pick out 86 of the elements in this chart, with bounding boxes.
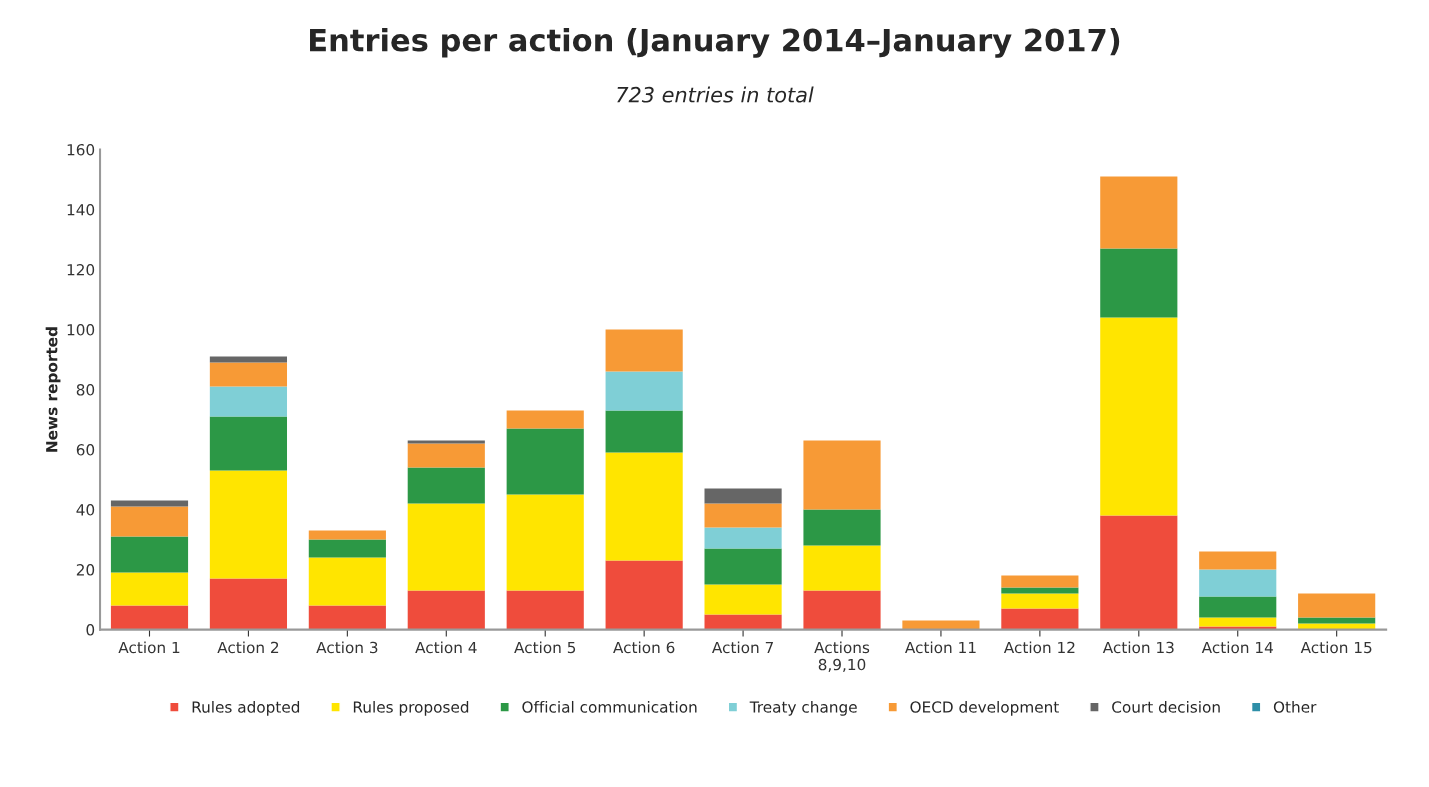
bar	[1199, 617, 1277, 627]
chart-title: Entries per action (January 2014–January 2017)	[310, 27, 1120, 58]
legend-label: Rules adopted	[192, 700, 300, 716]
bar	[1100, 317, 1178, 516]
bar	[803, 590, 881, 630]
bar	[110, 536, 189, 573]
y-tick-label: 160	[67, 144, 95, 156]
x-tick-label: Action 4	[415, 641, 477, 654]
bar	[506, 410, 584, 429]
legend-label: OECD development	[910, 700, 1059, 716]
x-tick-label: Action 3	[316, 641, 378, 654]
bar	[209, 386, 288, 417]
bar	[1001, 575, 1079, 588]
bar	[407, 467, 485, 504]
bar	[803, 545, 881, 591]
bar	[1298, 593, 1376, 618]
bar	[110, 605, 189, 630]
y-tick-label: 140	[67, 204, 95, 216]
bar	[1001, 587, 1079, 594]
bar	[605, 410, 683, 453]
legend-label: Court decision	[1112, 700, 1220, 713]
bar	[407, 440, 485, 444]
x-tick-label: Action 15	[1300, 641, 1372, 654]
x-tick-label: Action 5	[514, 641, 576, 654]
bar	[1001, 593, 1079, 609]
bar	[1199, 569, 1277, 597]
bar	[704, 548, 782, 585]
x-tick-label: Action 2	[217, 641, 279, 654]
bar	[209, 362, 288, 387]
bar	[1199, 551, 1277, 570]
bar	[110, 572, 189, 606]
bar	[209, 356, 288, 363]
bar	[704, 503, 782, 528]
bar	[704, 614, 782, 630]
bar	[506, 428, 584, 495]
x-tick-label: Action 12	[1003, 641, 1075, 654]
x-tick-label: Action 7	[711, 641, 773, 654]
y-tick-label: 60	[76, 444, 95, 456]
bar	[1100, 176, 1178, 249]
y-tick-label: 80	[76, 384, 95, 396]
bar	[1001, 608, 1079, 630]
bar	[308, 530, 386, 540]
bar	[704, 527, 782, 549]
bar	[704, 488, 782, 504]
y-axis-title: News reported	[45, 327, 61, 452]
bar	[308, 557, 386, 606]
chart-subtitle: 723 entries in total	[617, 86, 814, 103]
bar	[1298, 617, 1376, 624]
bar	[1100, 248, 1178, 318]
y-tick-label: 120	[67, 264, 95, 276]
bar	[110, 506, 189, 537]
y-tick-label: 40	[76, 504, 95, 516]
bar	[506, 494, 584, 591]
bar	[803, 440, 881, 510]
x-tick-label: Actions 8,9,10	[814, 641, 870, 672]
legend-label: Treaty change	[749, 700, 857, 716]
bar	[407, 503, 485, 591]
bar	[605, 371, 683, 411]
y-tick-label: 100	[67, 324, 95, 336]
bar	[1100, 515, 1178, 630]
bar	[704, 584, 782, 615]
bar	[407, 443, 485, 468]
bar	[209, 470, 288, 579]
x-tick-label: Action 1	[118, 641, 180, 654]
y-tick-label: 20	[76, 564, 95, 576]
bar	[902, 620, 980, 630]
bar	[308, 539, 386, 558]
bar	[506, 590, 584, 630]
y-tick-label: 0	[86, 624, 95, 636]
bar	[803, 509, 881, 546]
x-tick-label: Action 14	[1201, 641, 1273, 654]
bar	[407, 590, 485, 630]
x-tick-label: Action 11	[904, 641, 976, 654]
legend-label: Other	[1273, 700, 1317, 713]
bar	[308, 605, 386, 630]
legend-label: Official communication	[522, 700, 697, 713]
x-tick-label: Action 13	[1102, 641, 1174, 654]
bar	[605, 560, 683, 630]
legend-label: Rules proposed	[353, 700, 469, 716]
x-tick-label: Action 6	[613, 641, 675, 654]
bar	[110, 500, 189, 507]
bar	[209, 416, 288, 471]
bar	[209, 578, 288, 630]
bar	[605, 452, 683, 561]
bar	[605, 329, 683, 372]
bar	[1199, 596, 1277, 618]
